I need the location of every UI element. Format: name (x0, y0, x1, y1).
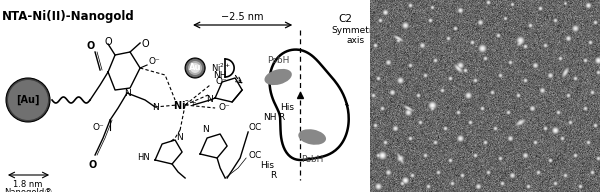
Ellipse shape (265, 69, 292, 85)
Text: Au: Au (189, 64, 202, 73)
Text: NH: NH (263, 113, 277, 122)
Ellipse shape (20, 92, 36, 108)
Text: 1.8 nm: 1.8 nm (13, 180, 43, 189)
Text: N: N (202, 126, 208, 135)
Text: axis: axis (346, 36, 364, 45)
Polygon shape (269, 50, 349, 160)
Text: O⁻: O⁻ (215, 78, 227, 87)
Text: HN: HN (137, 153, 150, 162)
Ellipse shape (10, 82, 46, 118)
Ellipse shape (186, 59, 204, 77)
Text: His: His (260, 161, 274, 170)
Text: O: O (89, 160, 97, 170)
Text: O⁻: O⁻ (218, 103, 230, 113)
Ellipse shape (190, 63, 200, 73)
Text: OC: OC (248, 151, 262, 160)
Text: C2: C2 (338, 14, 352, 24)
Text: N: N (206, 95, 213, 104)
Ellipse shape (16, 88, 40, 112)
Text: Ni$^{2+}$: Ni$^{2+}$ (211, 62, 231, 74)
Text: −2.5 nm: −2.5 nm (221, 12, 264, 22)
Text: R: R (278, 113, 284, 122)
Ellipse shape (188, 61, 202, 75)
Ellipse shape (8, 80, 48, 120)
Text: O: O (87, 41, 95, 51)
Text: O⁻: O⁻ (92, 123, 104, 132)
Text: OC: OC (248, 123, 262, 132)
Ellipse shape (298, 129, 326, 145)
Text: O: O (104, 37, 112, 47)
Text: PsbH: PsbH (267, 56, 289, 65)
Text: NH: NH (214, 70, 227, 79)
Text: O: O (141, 39, 149, 49)
Text: [Au]: [Au] (16, 95, 40, 105)
Text: N: N (152, 103, 158, 112)
Text: O⁻: O⁻ (148, 57, 160, 66)
Text: His: His (280, 103, 294, 113)
Text: Nanogold®: Nanogold® (4, 188, 52, 192)
Text: PsbH: PsbH (301, 155, 323, 164)
Text: Symmetry: Symmetry (332, 26, 379, 35)
Ellipse shape (6, 78, 50, 122)
Ellipse shape (185, 58, 205, 78)
Text: N: N (176, 133, 183, 142)
Text: R: R (270, 170, 277, 180)
Text: N: N (124, 89, 130, 98)
Text: NTA-Ni(II)-Nanogold: NTA-Ni(II)-Nanogold (2, 10, 135, 23)
Text: Ni$^{2+}$: Ni$^{2+}$ (173, 98, 197, 112)
